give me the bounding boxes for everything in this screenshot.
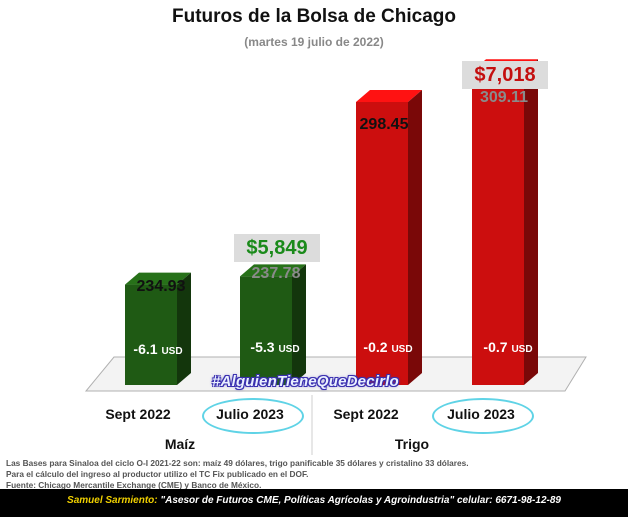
- bar: [356, 101, 408, 386]
- footer-bar: Samuel Sarmiento: "Asesor de Futuros CME…: [0, 489, 628, 517]
- bar: [472, 71, 524, 385]
- x-tick-label: Julio 2023: [447, 406, 515, 422]
- basis-label: -5.3 USD: [250, 339, 300, 355]
- bar-top: [125, 272, 191, 285]
- value-label: 234.93: [136, 278, 186, 295]
- chart-title: Futuros de la Bolsa de Chicago: [172, 6, 456, 27]
- highlight-oval: [202, 398, 304, 434]
- footnotes: Las Bases para Sinaloa del ciclo O-I 202…: [6, 458, 469, 491]
- footnote-line: Las Bases para Sinaloa del ciclo O-I 202…: [6, 458, 469, 468]
- bar: [125, 284, 177, 385]
- footnote-line: Para el cálculo del ingreso al productor…: [6, 469, 309, 479]
- group-label-maiz: Maíz: [164, 436, 196, 452]
- bar-side: [177, 272, 191, 385]
- chart-floor: [84, 356, 587, 392]
- bar-side: [292, 264, 306, 385]
- bar-side: [524, 59, 538, 386]
- watermark-hashtag: #AlguienTieneQueDecirlo: [212, 373, 399, 390]
- bar-side: [408, 89, 422, 386]
- chart-subtitle: (martes 19 julio de 2022): [244, 35, 384, 49]
- basis-label: -0.7 USD: [483, 339, 533, 355]
- bar-top: [356, 89, 422, 102]
- footer-text: Samuel Sarmiento: "Asesor de Futuros CME…: [0, 495, 628, 506]
- x-tick-label: Sept 2022: [333, 406, 399, 422]
- footnote-line: Fuente: Chicago Mercantile Exchange (CME…: [6, 480, 262, 490]
- footer-name: Samuel Sarmiento:: [67, 495, 158, 506]
- x-tick-label: Julio 2023: [216, 406, 284, 422]
- highlight-oval: [432, 398, 534, 434]
- footer-description: "Asesor de Futuros CME, Políticas Agríco…: [160, 495, 455, 506]
- value-label: 237.78: [251, 265, 301, 282]
- value-label: 298.45: [359, 116, 409, 133]
- x-tick-label: Sept 2022: [105, 406, 171, 422]
- bar-top: [240, 264, 306, 277]
- basis-label: -0.2 USD: [363, 339, 413, 355]
- basis-label: -6.1 USD: [133, 341, 183, 357]
- bar: [240, 276, 292, 385]
- footer-phone: celular: 6671-98-12-89: [457, 495, 561, 506]
- trigo-price-label: $7,018: [462, 61, 548, 89]
- maiz-price-label: $5,849: [234, 234, 320, 262]
- value-label: 309.11: [479, 89, 529, 106]
- group-label-trigo: Trigo: [394, 436, 430, 452]
